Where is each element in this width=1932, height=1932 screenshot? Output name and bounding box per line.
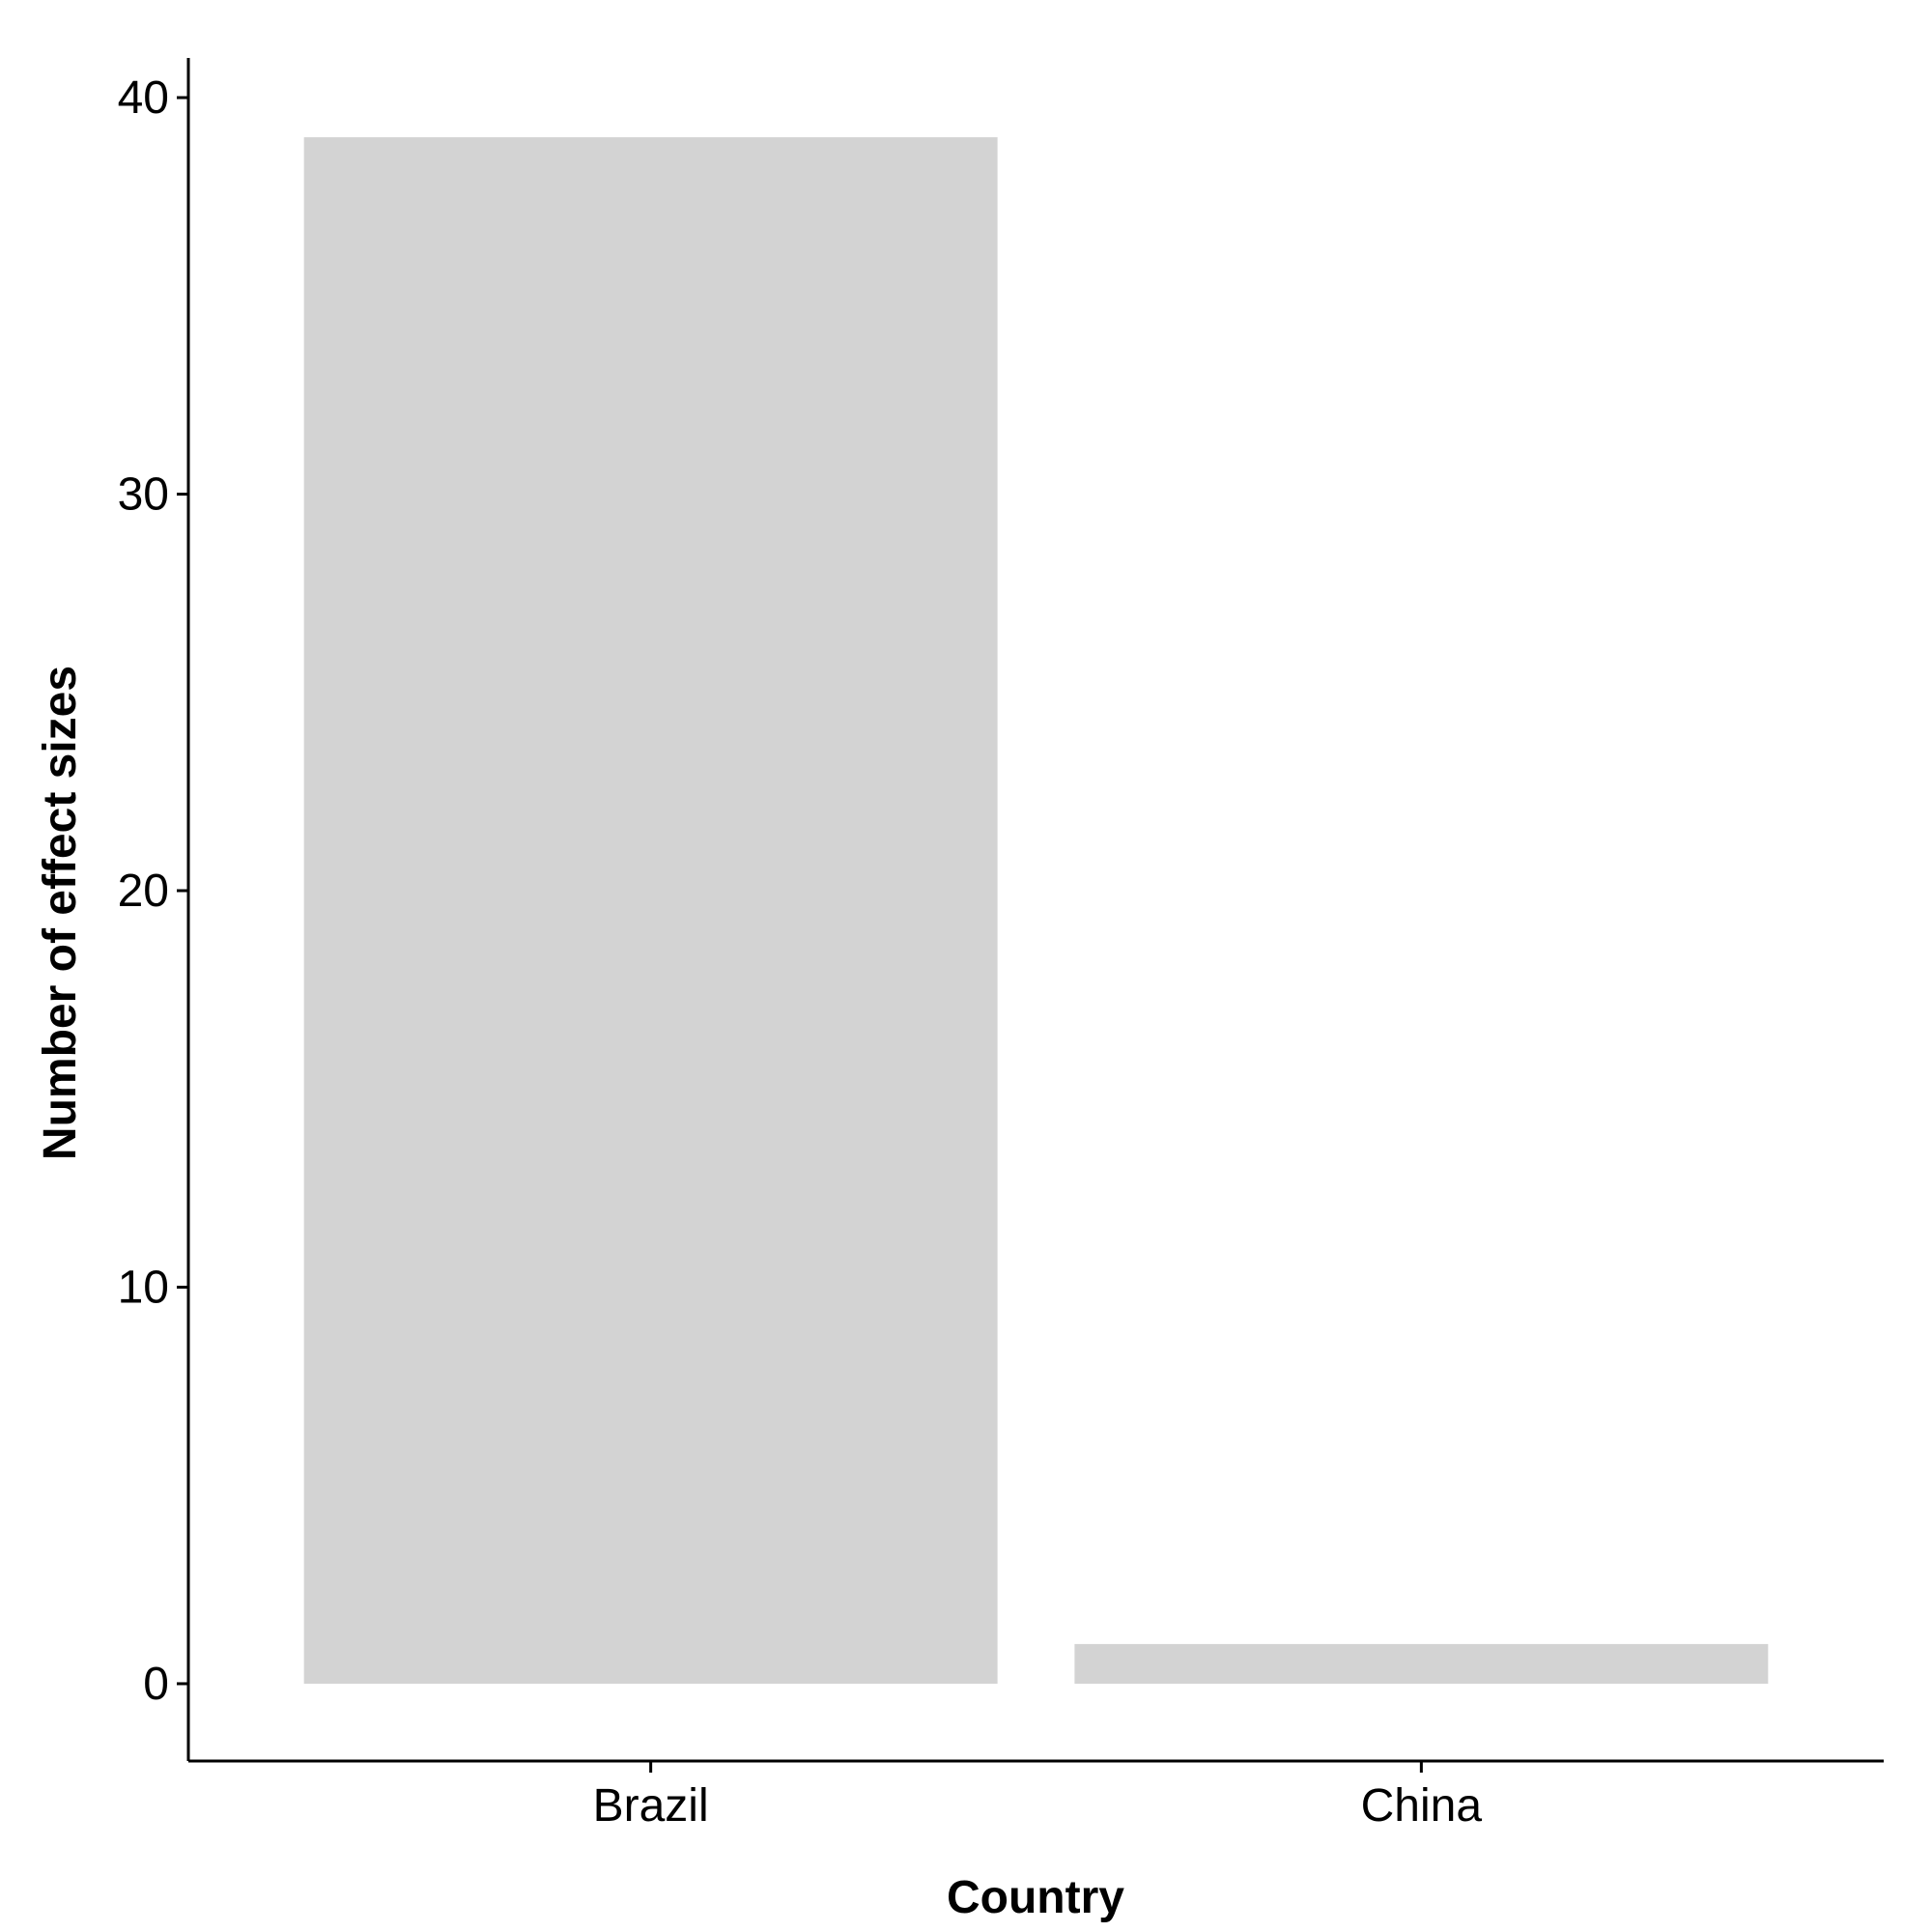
x-axis-title: Country [947, 1872, 1124, 1923]
bar-brazil [303, 137, 998, 1684]
y-axis-title: Number of effect sizes [35, 666, 86, 1160]
bar-china [1074, 1643, 1769, 1684]
x-axis: Brazil China [188, 1759, 1884, 1832]
y-tick-label: 10 [118, 1262, 169, 1313]
x-tick-label-china: China [1361, 1780, 1483, 1832]
y-tick-label: 20 [118, 866, 169, 917]
bars-layer [303, 137, 1769, 1684]
y-tick-label: 0 [143, 1659, 169, 1710]
y-tick-label: 40 [118, 72, 169, 124]
y-tick-label: 30 [118, 469, 169, 521]
x-tick-label-brazil: Brazil [593, 1780, 709, 1832]
y-axis: 0 10 20 30 40 [118, 58, 190, 1761]
